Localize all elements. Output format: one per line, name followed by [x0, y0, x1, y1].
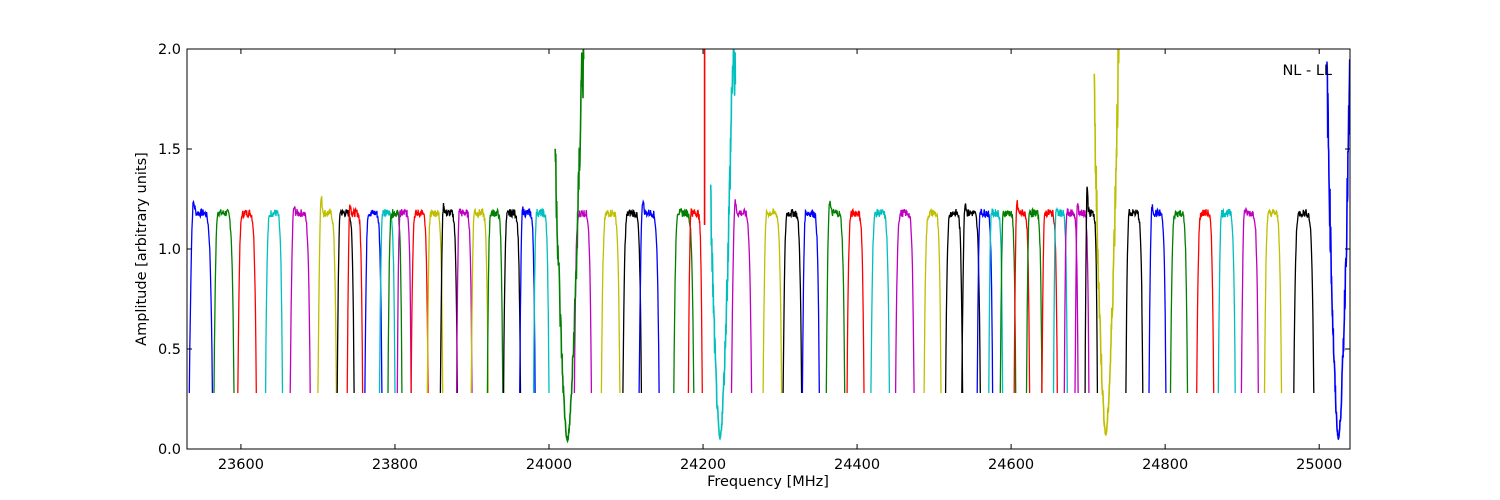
spectrum-series [988, 208, 1004, 394]
spectrum-series [730, 199, 753, 394]
dip-series [1326, 59, 1350, 441]
spectrum-series [961, 203, 981, 394]
spectrum-series [1084, 186, 1099, 394]
spectrum-series [1217, 207, 1236, 394]
spectrum-series [762, 207, 783, 394]
spectrum-series [396, 208, 412, 394]
x-tick-label: 24800 [1142, 457, 1188, 473]
spectrum-series [213, 208, 235, 394]
spectrum-series [622, 208, 643, 394]
spectrum-series [289, 206, 311, 394]
y-tick-label: 1.5 [158, 142, 181, 158]
spectrum-series [1063, 208, 1079, 394]
spectrum-series [188, 199, 214, 394]
spectrum-series [426, 209, 444, 394]
series-layer [188, 49, 1350, 444]
x-tick-label: 24600 [988, 457, 1034, 473]
spectrum-series [455, 208, 473, 394]
y-axis-label: Amplitude [arbitrary units] [134, 152, 150, 346]
spectrum-series [470, 207, 489, 394]
spectrum-series [801, 208, 820, 394]
x-tick-label: 24200 [680, 457, 726, 473]
spectrum-series [1293, 209, 1315, 394]
spectrum-series [870, 209, 891, 394]
spectrum-series [378, 209, 396, 394]
x-tick-label: 23600 [218, 457, 264, 473]
x-tick-label: 24400 [834, 457, 880, 473]
spectrum-series [336, 208, 355, 394]
spectrum-series [364, 209, 383, 394]
spectrum-series [1052, 206, 1068, 394]
spectrum-series [439, 202, 458, 394]
spectrum-series [502, 208, 522, 394]
spectrum-series [600, 208, 621, 394]
spectrum-series [894, 208, 915, 394]
spectrum-series [532, 207, 550, 394]
spectrum-series [1025, 206, 1043, 394]
spectrum-series [923, 207, 942, 394]
spectrum-series [410, 208, 429, 394]
x-axis: 23600 23800 24000 24200 24400 24600 24800 25000 [218, 49, 1342, 473]
spectrum-series [687, 208, 703, 394]
baseline-annotation: NL - LL [1282, 63, 1332, 79]
spectrum-series [519, 206, 536, 394]
dip-series [709, 49, 737, 441]
spectrum-series [1196, 209, 1215, 394]
spectrum-series [999, 210, 1017, 394]
y-tick-label: 0.5 [158, 342, 181, 358]
x-tick-label: 25000 [1296, 457, 1342, 473]
spectrum-series [264, 209, 284, 394]
dip-series [1093, 49, 1120, 437]
dip-series [554, 49, 585, 444]
spectrum-series [1125, 209, 1144, 394]
spectrum-series [317, 195, 338, 394]
y-tick-label: 1.0 [158, 242, 181, 258]
x-tick-label: 24000 [526, 457, 572, 473]
y-tick-label: 2.0 [158, 42, 181, 58]
spectrum-series [237, 209, 257, 394]
spectrum-series [638, 199, 660, 394]
spectrum-series [944, 209, 964, 394]
spectrum-series [486, 207, 504, 394]
spectrum-series [1263, 208, 1283, 394]
spectrum-series [1240, 206, 1259, 394]
x-tick-label: 23800 [372, 457, 418, 473]
spectrum-series [1013, 200, 1031, 394]
spectrum-series [1169, 209, 1189, 394]
y-axis: 0.0 0.5 1.0 1.5 2.0 [158, 42, 1350, 458]
spectrum-series [1148, 204, 1167, 394]
spectrum-series [782, 208, 803, 394]
spectrum-series [846, 207, 865, 394]
spectrum-series [825, 200, 846, 394]
y-tick-label: 0.0 [158, 442, 181, 458]
spectrum-series [346, 204, 364, 394]
x-axis-label: Frequency [MHz] [707, 474, 829, 490]
